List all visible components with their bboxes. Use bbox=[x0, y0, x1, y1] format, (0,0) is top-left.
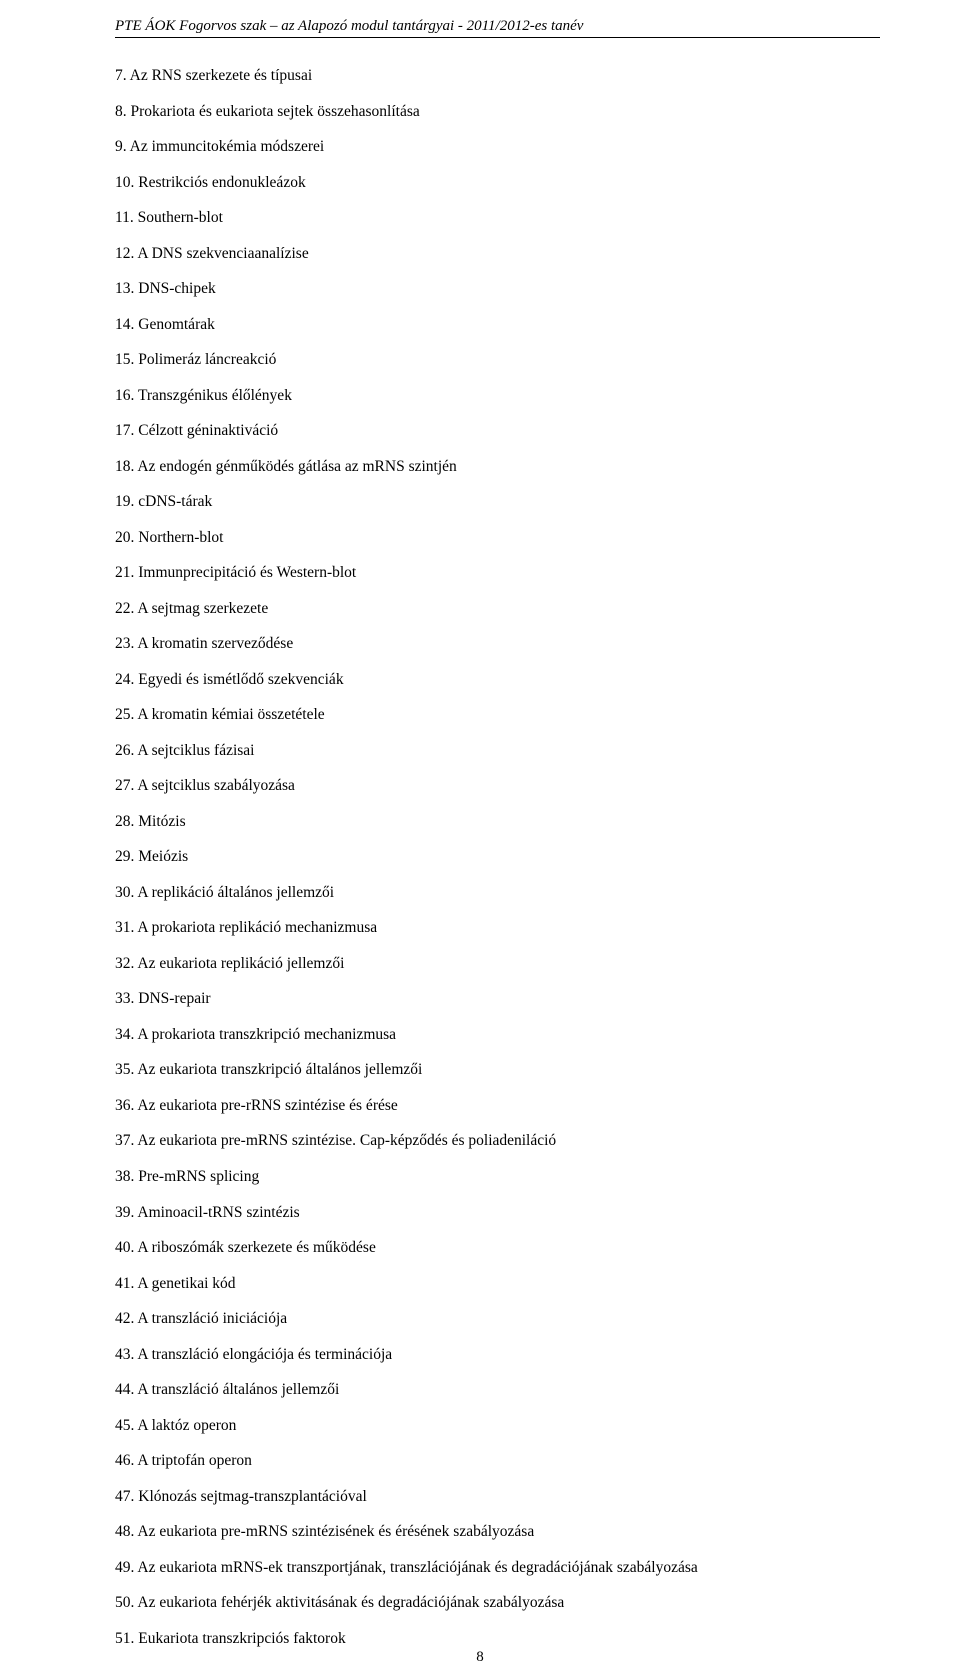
list-item: 43. A transzláció elongációja és terminá… bbox=[115, 1345, 880, 1366]
list-item: 44. A transzláció általános jellemzői bbox=[115, 1380, 880, 1401]
list-item: 12. A DNS szekvenciaanalízise bbox=[115, 244, 880, 265]
list-item: 36. Az eukariota pre-rRNS szintézise és … bbox=[115, 1096, 880, 1117]
list-item: 26. A sejtciklus fázisai bbox=[115, 741, 880, 762]
document-page: PTE ÁOK Fogorvos szak – az Alapozó modul… bbox=[0, 0, 960, 1680]
list-item: 23. A kromatin szerveződése bbox=[115, 634, 880, 655]
list-item: 13. DNS-chipek bbox=[115, 279, 880, 300]
list-item: 37. Az eukariota pre-mRNS szintézise. Ca… bbox=[115, 1131, 880, 1152]
list-item: 19. cDNS-tárak bbox=[115, 492, 880, 513]
list-item: 9. Az immuncitokémia módszerei bbox=[115, 137, 880, 158]
list-item: 38. Pre-mRNS splicing bbox=[115, 1167, 880, 1188]
topic-list: 7. Az RNS szerkezete és típusai 8. Proka… bbox=[115, 66, 880, 1650]
list-item: 25. A kromatin kémiai összetétele bbox=[115, 705, 880, 726]
list-item: 47. Klónozás sejtmag-transzplantációval bbox=[115, 1487, 880, 1508]
list-item: 14. Genomtárak bbox=[115, 315, 880, 336]
list-item: 41. A genetikai kód bbox=[115, 1274, 880, 1295]
list-item: 51. Eukariota transzkripciós faktorok bbox=[115, 1629, 880, 1650]
header-text: PTE ÁOK Fogorvos szak – az Alapozó modul… bbox=[115, 18, 583, 34]
list-item: 46. A triptofán operon bbox=[115, 1451, 880, 1472]
list-item: 10. Restrikciós endonukleázok bbox=[115, 173, 880, 194]
list-item: 35. Az eukariota transzkripció általános… bbox=[115, 1060, 880, 1081]
list-item: 34. A prokariota transzkripció mechanizm… bbox=[115, 1025, 880, 1046]
list-item: 15. Polimeráz láncreakció bbox=[115, 350, 880, 371]
list-item: 31. A prokariota replikáció mechanizmusa bbox=[115, 918, 880, 939]
list-item: 29. Meiózis bbox=[115, 847, 880, 868]
list-item: 24. Egyedi és ismétlődő szekvenciák bbox=[115, 670, 880, 691]
list-item: 8. Prokariota és eukariota sejtek összeh… bbox=[115, 102, 880, 123]
list-item: 30. A replikáció általános jellemzői bbox=[115, 883, 880, 904]
list-item: 45. A laktóz operon bbox=[115, 1416, 880, 1437]
page-number: 8 bbox=[476, 1649, 484, 1666]
list-item: 27. A sejtciklus szabályozása bbox=[115, 776, 880, 797]
list-item: 39. Aminoacil-tRNS szintézis bbox=[115, 1203, 880, 1224]
list-item: 20. Northern-blot bbox=[115, 528, 880, 549]
list-item: 42. A transzláció iniciációja bbox=[115, 1309, 880, 1330]
list-item: 40. A riboszómák szerkezete és működése bbox=[115, 1238, 880, 1259]
list-item: 16. Transzgénikus élőlények bbox=[115, 386, 880, 407]
list-item: 11. Southern-blot bbox=[115, 208, 880, 229]
list-item: 33. DNS-repair bbox=[115, 989, 880, 1010]
list-item: 28. Mitózis bbox=[115, 812, 880, 833]
list-item: 7. Az RNS szerkezete és típusai bbox=[115, 66, 880, 87]
list-item: 18. Az endogén génműködés gátlása az mRN… bbox=[115, 457, 880, 478]
page-header: PTE ÁOK Fogorvos szak – az Alapozó modul… bbox=[115, 18, 880, 38]
list-item: 48. Az eukariota pre-mRNS szintézisének … bbox=[115, 1522, 880, 1543]
list-item: 32. Az eukariota replikáció jellemzői bbox=[115, 954, 880, 975]
list-item: 50. Az eukariota fehérjék aktivitásának … bbox=[115, 1593, 880, 1614]
list-item: 22. A sejtmag szerkezete bbox=[115, 599, 880, 620]
list-item: 21. Immunprecipitáció és Western-blot bbox=[115, 563, 880, 584]
list-item: 17. Célzott géninaktiváció bbox=[115, 421, 880, 442]
